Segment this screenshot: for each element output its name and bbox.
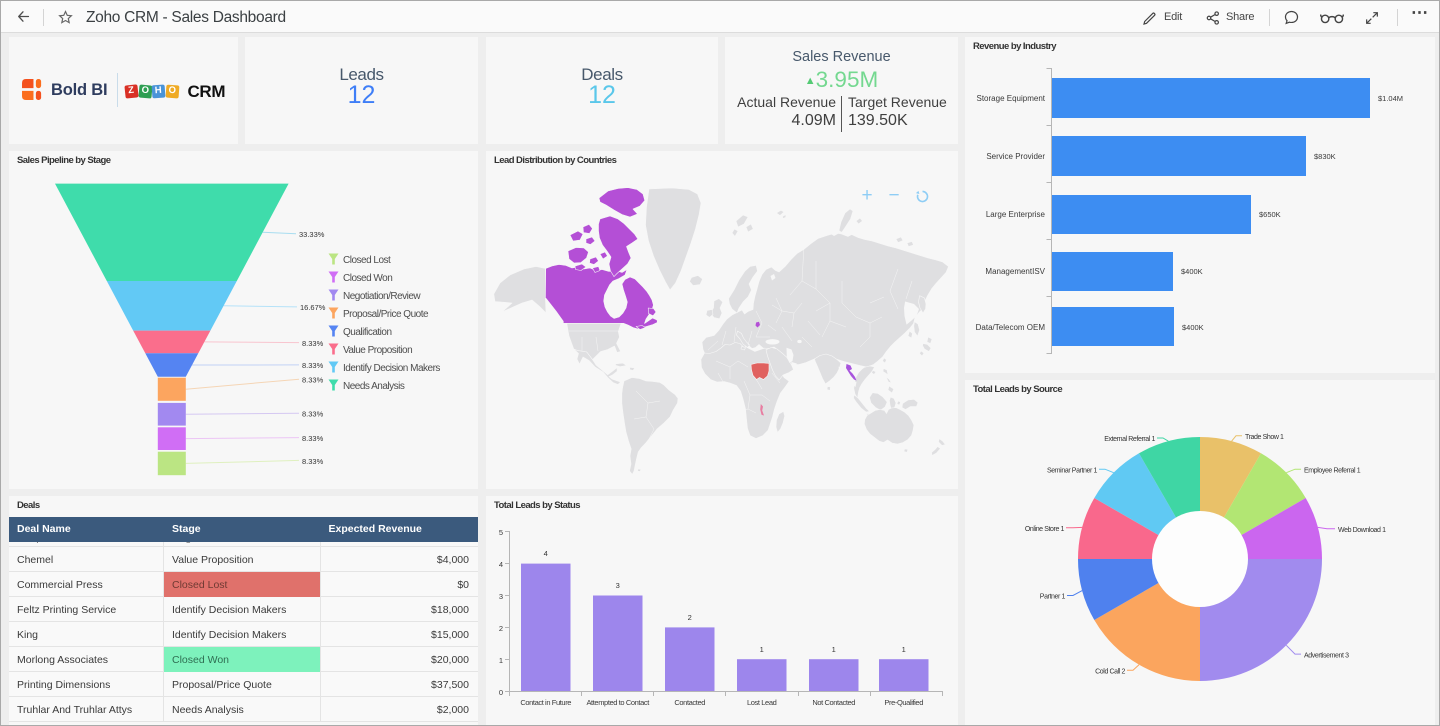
svg-text:$650K: $650K: [1259, 210, 1281, 219]
svg-text:Service Provider: Service Provider: [986, 152, 1045, 161]
svg-text:8.33%: 8.33%: [302, 457, 324, 466]
svg-text:5: 5: [499, 528, 503, 537]
svg-text:ManagementISV: ManagementISV: [985, 267, 1045, 276]
svg-text:Data/Telecom OEM: Data/Telecom OEM: [976, 323, 1046, 332]
svg-text:Seminar Partner 1: Seminar Partner 1: [1047, 468, 1098, 475]
svg-text:Qualification: Qualification: [343, 327, 392, 338]
svg-text:$1.04M: $1.04M: [1378, 94, 1403, 103]
svg-text:Partner 1: Partner 1: [1040, 594, 1066, 601]
svg-text:3: 3: [616, 581, 620, 590]
svg-text:1: 1: [832, 645, 836, 654]
svg-text:1: 1: [499, 656, 503, 665]
svg-text:Identify Decision Makers: Identify Decision Makers: [343, 363, 440, 374]
svg-text:Cold Call 2: Cold Call 2: [1095, 669, 1125, 676]
svg-text:8.33%: 8.33%: [302, 376, 324, 385]
svg-text:Value Proposition: Value Proposition: [343, 345, 412, 356]
svg-text:External Referral 1: External Referral 1: [1104, 436, 1155, 443]
svg-text:Closed Lost: Closed Lost: [343, 255, 391, 266]
svg-text:Web Download 1: Web Download 1: [1338, 527, 1386, 534]
svg-text:0: 0: [499, 688, 503, 697]
svg-text:Storage Equipment: Storage Equipment: [977, 94, 1046, 103]
svg-text:Contacted: Contacted: [674, 698, 705, 707]
svg-text:4: 4: [544, 549, 548, 558]
svg-text:$830K: $830K: [1314, 152, 1336, 161]
svg-text:8.33%: 8.33%: [302, 410, 324, 419]
svg-text:Contact in Future: Contact in Future: [520, 698, 571, 707]
svg-text:2: 2: [688, 613, 692, 622]
svg-text:Online Store 1: Online Store 1: [1025, 526, 1065, 533]
svg-text:16.67%: 16.67%: [300, 303, 326, 312]
svg-text:8.33%: 8.33%: [302, 434, 324, 443]
svg-text:Negotiation/Review: Negotiation/Review: [343, 291, 421, 302]
svg-text:8.33%: 8.33%: [302, 361, 324, 370]
svg-text:Pre-Qualified: Pre-Qualified: [884, 698, 923, 707]
svg-text:Large Enterprise: Large Enterprise: [986, 210, 1046, 219]
svg-text:8.33%: 8.33%: [302, 339, 324, 348]
svg-text:Employee Referral 1: Employee Referral 1: [1304, 468, 1361, 475]
svg-text:1: 1: [760, 645, 764, 654]
svg-text:2: 2: [499, 624, 503, 633]
svg-text:Lost Lead: Lost Lead: [747, 698, 777, 707]
svg-text:4: 4: [499, 560, 503, 569]
svg-text:33.33%: 33.33%: [299, 230, 325, 239]
svg-text:1: 1: [902, 645, 906, 654]
svg-text:Advertisement 3: Advertisement 3: [1304, 653, 1349, 660]
svg-text:$400K: $400K: [1182, 323, 1204, 332]
svg-text:Proposal/Price Quote: Proposal/Price Quote: [343, 309, 429, 320]
svg-text:Attempted to Contact: Attempted to Contact: [586, 698, 650, 707]
svg-text:Not Contacted: Not Contacted: [812, 698, 855, 707]
svg-text:Trade Show 1: Trade Show 1: [1245, 434, 1284, 441]
svg-text:3: 3: [499, 592, 503, 601]
svg-text:$400K: $400K: [1181, 267, 1203, 276]
svg-text:Closed Won: Closed Won: [343, 273, 392, 284]
svg-text:Needs Analysis: Needs Analysis: [343, 381, 405, 392]
